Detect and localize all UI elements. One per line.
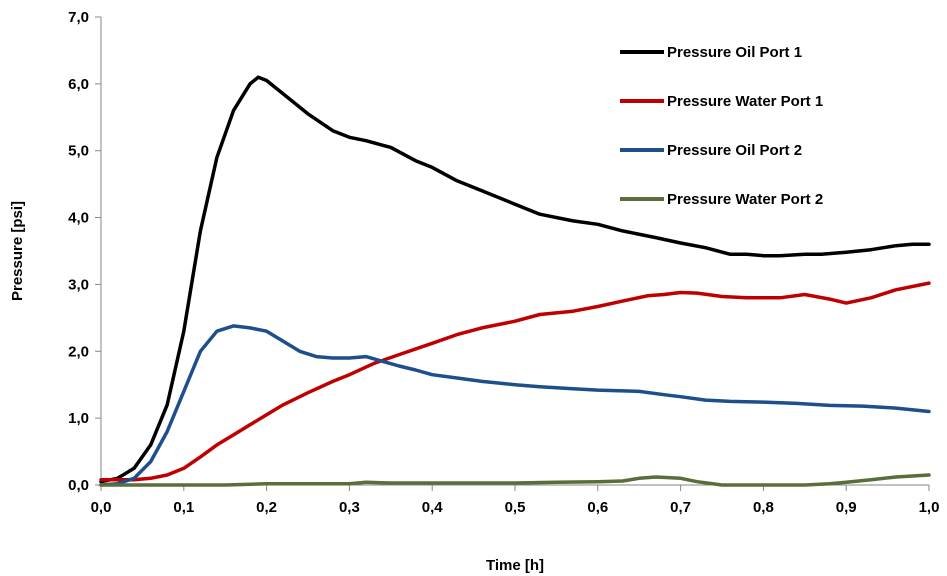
y-tick-label: 0,0: [68, 477, 89, 494]
series-line-3: [99, 324, 931, 487]
x-tick-label: 1,0: [919, 499, 940, 516]
series-lines: [99, 75, 931, 487]
x-tick-label: 0,4: [422, 499, 444, 516]
x-tick-label: 0,6: [587, 499, 608, 516]
legend: Pressure Oil Port 1 Pressure Water Port 1…: [620, 44, 823, 208]
y-tick-label: 4,0: [68, 210, 89, 227]
series-line-1: [99, 75, 931, 484]
y-tick-label: 6,0: [68, 76, 89, 93]
y-tick-label: 7,0: [68, 9, 89, 26]
series-line-2: [99, 281, 931, 482]
y-tick-label: 2,0: [68, 343, 89, 360]
x-tick-label: 0,7: [670, 499, 691, 516]
x-tick-label: 0,3: [339, 499, 360, 516]
legend-label-2: Pressure Water Port 1: [667, 93, 823, 110]
x-tick-label: 0,9: [836, 499, 857, 516]
x-tick-label: 0,5: [505, 499, 526, 516]
axes: [100, 17, 929, 486]
x-tick-labels: 0,0 0,1 0,2 0,3 0,4 0,5 0,6 0,7 0,8 0,9 1,0: [91, 499, 940, 516]
x-tick-label: 0,2: [256, 499, 277, 516]
y-tick-label: 1,0: [68, 410, 89, 427]
y-tick-label: 3,0: [68, 276, 89, 293]
y-tick-labels: 0,0 1,0 2,0 3,0 4,0 5,0 6,0 7,0: [68, 9, 89, 494]
x-tick-label: 0,8: [753, 499, 774, 516]
y-axis-title: Pressure [psi]: [9, 201, 26, 301]
legend-label-1: Pressure Oil Port 1: [667, 44, 802, 61]
legend-label-3: Pressure Oil Port 2: [667, 142, 802, 159]
x-tick-label: 0,0: [91, 499, 112, 516]
series-line-4: [99, 473, 931, 487]
y-tick-label: 5,0: [68, 143, 89, 160]
legend-label-4: Pressure Water Port 2: [667, 191, 823, 208]
x-tick-label: 0,1: [173, 499, 194, 516]
x-axis-title: Time [h]: [486, 557, 544, 574]
